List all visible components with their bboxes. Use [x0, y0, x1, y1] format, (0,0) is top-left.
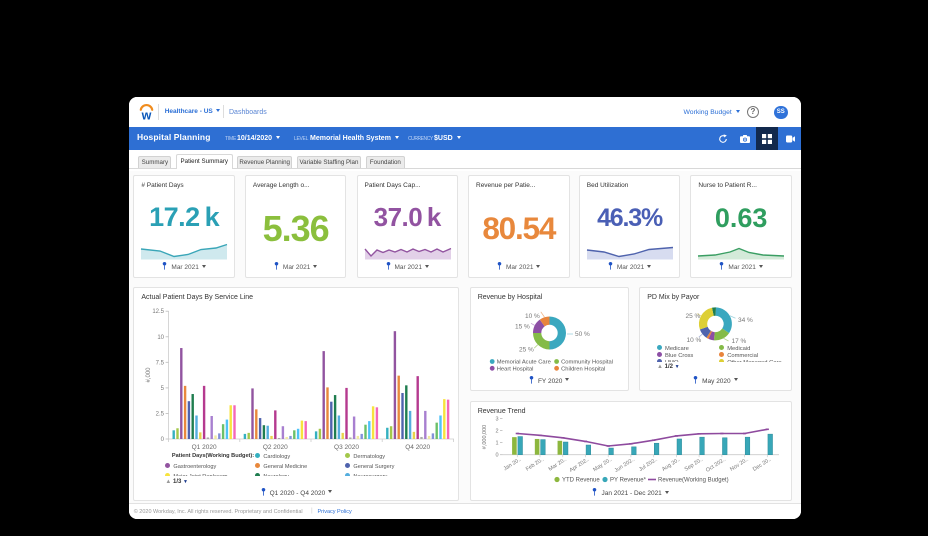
svg-text:17 %: 17 % [732, 338, 747, 345]
svg-text:Nov 20..: Nov 20.. [729, 457, 750, 473]
svg-text:PY Revenue*: PY Revenue* [610, 478, 647, 484]
svg-text:0: 0 [161, 437, 165, 443]
svg-text:Q1 2020: Q1 2020 [192, 444, 217, 451]
svg-text:#,000,000: #,000,000 [482, 425, 488, 449]
svg-text:Aug 20..: Aug 20.. [661, 457, 682, 473]
svg-text:10: 10 [158, 335, 165, 341]
svg-text:Q4 2020: Q4 2020 [406, 444, 431, 451]
svg-text:Mar 20..: Mar 20.. [547, 457, 568, 473]
svg-text:Feb 20..: Feb 20.. [525, 457, 546, 473]
svg-text:Memorial Acute Care: Memorial Acute Care [496, 360, 550, 366]
svg-text:10 %: 10 % [687, 337, 702, 344]
svg-text:Heart Hospital: Heart Hospital [496, 366, 533, 372]
svg-text:50 %: 50 % [575, 331, 590, 338]
svg-text:12.5: 12.5 [153, 309, 165, 315]
svg-text:25 %: 25 % [686, 313, 701, 320]
svg-text:Jul 202..: Jul 202.. [638, 457, 659, 474]
svg-text:Community Hospital: Community Hospital [561, 360, 613, 366]
svg-text:Sep 20..: Sep 20.. [683, 457, 704, 473]
svg-text:15 %: 15 % [515, 324, 530, 331]
svg-text:2: 2 [495, 429, 498, 435]
svg-text:2.5: 2.5 [156, 412, 165, 418]
svg-text:10 %: 10 % [525, 313, 540, 320]
svg-text:25 %: 25 % [519, 347, 534, 354]
svg-text:Revenue(Working Budget): Revenue(Working Budget) [658, 478, 729, 484]
svg-text:1: 1 [495, 441, 498, 447]
svg-text:34 %: 34 % [738, 317, 753, 324]
svg-text:0: 0 [495, 453, 498, 459]
svg-text:Oct 202..: Oct 202.. [705, 457, 727, 474]
svg-text:w: w [141, 109, 152, 123]
svg-text:Jan 20..: Jan 20.. [502, 457, 522, 473]
svg-text:Dec 20..: Dec 20.. [752, 457, 773, 473]
svg-text:#,000: #,000 [146, 367, 152, 383]
svg-text:5: 5 [161, 386, 165, 392]
svg-text:Children Hospital: Children Hospital [561, 366, 605, 372]
svg-text:Apr 202..: Apr 202.. [568, 457, 590, 474]
svg-text:Q3 2020: Q3 2020 [334, 444, 359, 451]
svg-text:YTD Revenue: YTD Revenue [562, 478, 600, 484]
svg-text:7.5: 7.5 [156, 360, 165, 366]
svg-text:Jun 202..: Jun 202.. [613, 457, 636, 475]
svg-text:May 20..: May 20.. [592, 457, 613, 474]
svg-text:Q2 2020: Q2 2020 [263, 444, 288, 451]
svg-text:3: 3 [495, 417, 498, 423]
